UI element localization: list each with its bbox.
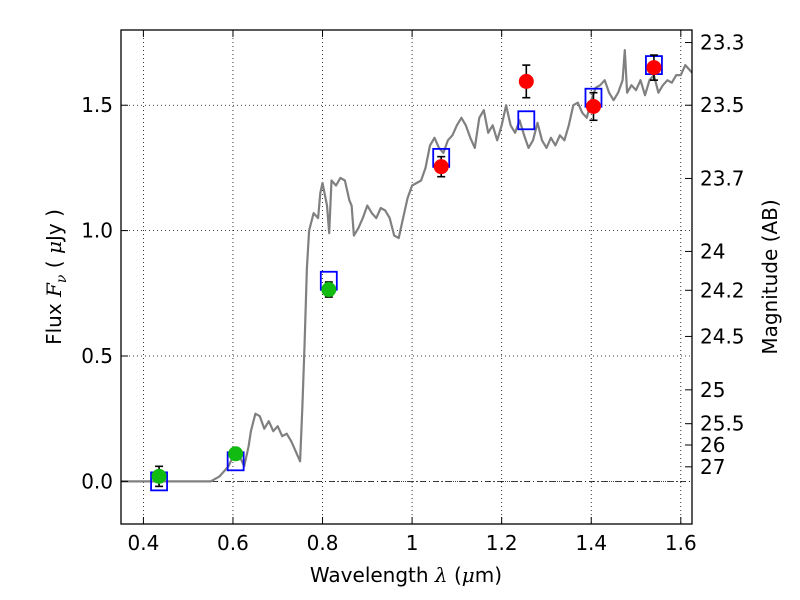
y-axis-label: Flux Fν ( μJy ) (42, 209, 70, 345)
sed-template-series (121, 48, 693, 483)
photometry-point (585, 98, 601, 114)
magnitude-tick-label: 27 (700, 455, 725, 479)
error-bars (155, 54, 658, 488)
photometry-point (518, 73, 534, 89)
photometry-point (433, 159, 449, 175)
photometry-point (321, 282, 337, 298)
plot-frame (120, 29, 693, 525)
x-axis-label: Wavelength λ (μm) (310, 563, 502, 587)
y-tick-label: 1.0 (81, 219, 113, 243)
magnitude-tick-label: 24 (700, 239, 725, 263)
photometry-point (646, 60, 662, 76)
x-tick-label: 0.6 (217, 531, 249, 555)
sed-line (121, 48, 693, 483)
magnitude-tick-label: 23.3 (700, 31, 745, 55)
magnitude-tick-label: 25 (700, 378, 725, 402)
magnitude-tick-label: 23.7 (700, 166, 745, 190)
x-tick-label: 0.8 (307, 531, 339, 555)
model-points-series (150, 55, 663, 492)
grid (121, 30, 692, 524)
magnitude-tick-label: 25.5 (700, 412, 745, 436)
photometry-point (228, 446, 244, 462)
y-tick-label: 0.5 (81, 344, 113, 368)
y-tick-label: 0.0 (81, 469, 113, 493)
y-tick-label: 1.5 (81, 93, 113, 117)
photometry-series (151, 60, 662, 484)
x-tick-label: 1.4 (575, 531, 607, 555)
magnitude-tick-label: 24.2 (700, 278, 745, 302)
x-tick-labels: 0.4 0.6 0.8 1 1.2 1.4 1.6 (127, 531, 696, 555)
photometry-point (151, 468, 167, 484)
x-tick-label: 1 (406, 531, 419, 555)
axis-ticks (121, 30, 692, 524)
magnitude-tick-label: 24.5 (700, 324, 745, 348)
magnitude-tick-label: 26 (700, 433, 725, 457)
x-tick-label: 0.4 (127, 531, 159, 555)
x-tick-label: 1.2 (486, 531, 518, 555)
model-point (517, 110, 536, 131)
magnitude-tick-label: 23.5 (700, 93, 745, 117)
x-tick-label: 1.6 (665, 531, 697, 555)
y-tick-labels: 0.0 0.5 1.0 1.5 (81, 93, 113, 493)
y-axis-label-right: Magnitude (AB) (758, 199, 782, 354)
